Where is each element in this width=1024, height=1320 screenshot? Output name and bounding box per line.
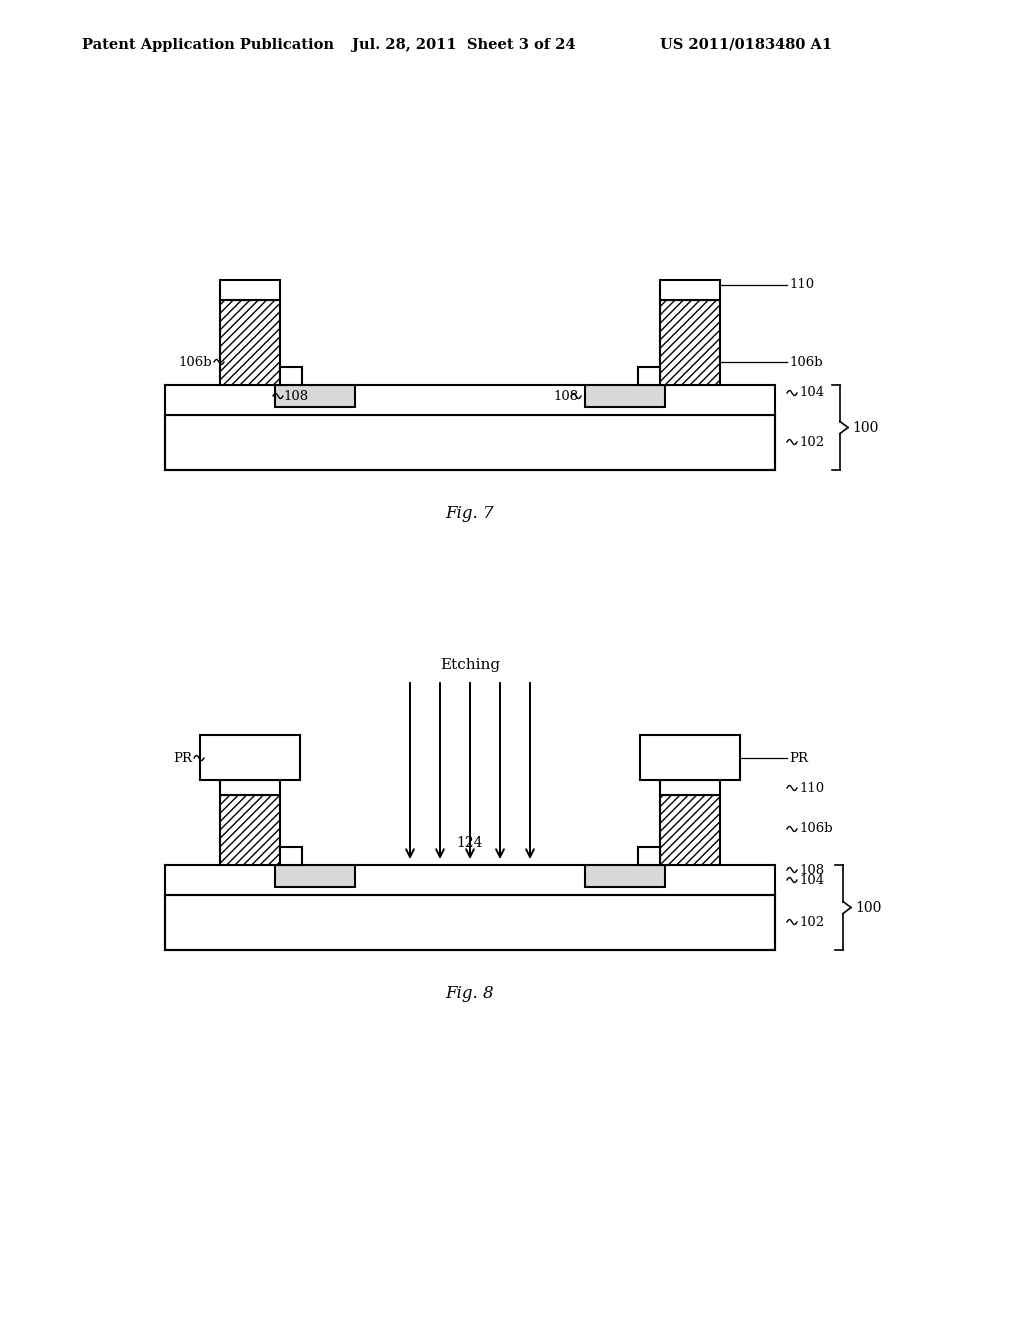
Text: 100: 100 bbox=[855, 900, 882, 915]
Bar bbox=[275, 865, 355, 887]
Bar bbox=[660, 795, 720, 865]
Text: 104: 104 bbox=[799, 387, 824, 400]
Text: Jul. 28, 2011  Sheet 3 of 24: Jul. 28, 2011 Sheet 3 of 24 bbox=[352, 38, 575, 51]
Bar bbox=[165, 385, 775, 414]
Text: 108: 108 bbox=[554, 389, 579, 403]
Text: Fig. 8: Fig. 8 bbox=[445, 985, 495, 1002]
Text: US 2011/0183480 A1: US 2011/0183480 A1 bbox=[660, 38, 833, 51]
Bar bbox=[660, 300, 720, 385]
Bar bbox=[200, 735, 300, 780]
Bar bbox=[275, 385, 355, 407]
Text: 106b: 106b bbox=[799, 822, 833, 836]
Text: PR: PR bbox=[790, 751, 808, 764]
Bar bbox=[220, 795, 280, 865]
Bar bbox=[660, 780, 720, 795]
Bar bbox=[220, 780, 280, 795]
Text: 110: 110 bbox=[799, 781, 824, 795]
Text: 108: 108 bbox=[283, 389, 308, 403]
Text: 124: 124 bbox=[457, 836, 483, 850]
Bar bbox=[280, 847, 302, 865]
Bar bbox=[280, 367, 302, 385]
Text: PR: PR bbox=[173, 751, 193, 764]
Text: Fig. 7: Fig. 7 bbox=[445, 506, 495, 521]
Bar bbox=[165, 895, 775, 950]
Text: 100: 100 bbox=[852, 421, 879, 434]
Text: 106b: 106b bbox=[790, 355, 822, 368]
Bar bbox=[660, 280, 720, 300]
Bar bbox=[220, 300, 280, 385]
Bar bbox=[638, 367, 660, 385]
Bar bbox=[585, 865, 665, 887]
Text: 106b: 106b bbox=[178, 355, 212, 368]
Text: Patent Application Publication: Patent Application Publication bbox=[82, 38, 334, 51]
Text: 102: 102 bbox=[799, 916, 824, 928]
Text: Etching: Etching bbox=[440, 657, 500, 672]
Text: 110: 110 bbox=[790, 279, 814, 292]
Bar bbox=[638, 847, 660, 865]
Text: 104: 104 bbox=[799, 874, 824, 887]
Bar bbox=[220, 280, 280, 300]
Text: 102: 102 bbox=[799, 436, 824, 449]
Text: 108: 108 bbox=[799, 863, 824, 876]
Bar bbox=[165, 414, 775, 470]
Bar bbox=[640, 735, 740, 780]
Bar bbox=[585, 385, 665, 407]
